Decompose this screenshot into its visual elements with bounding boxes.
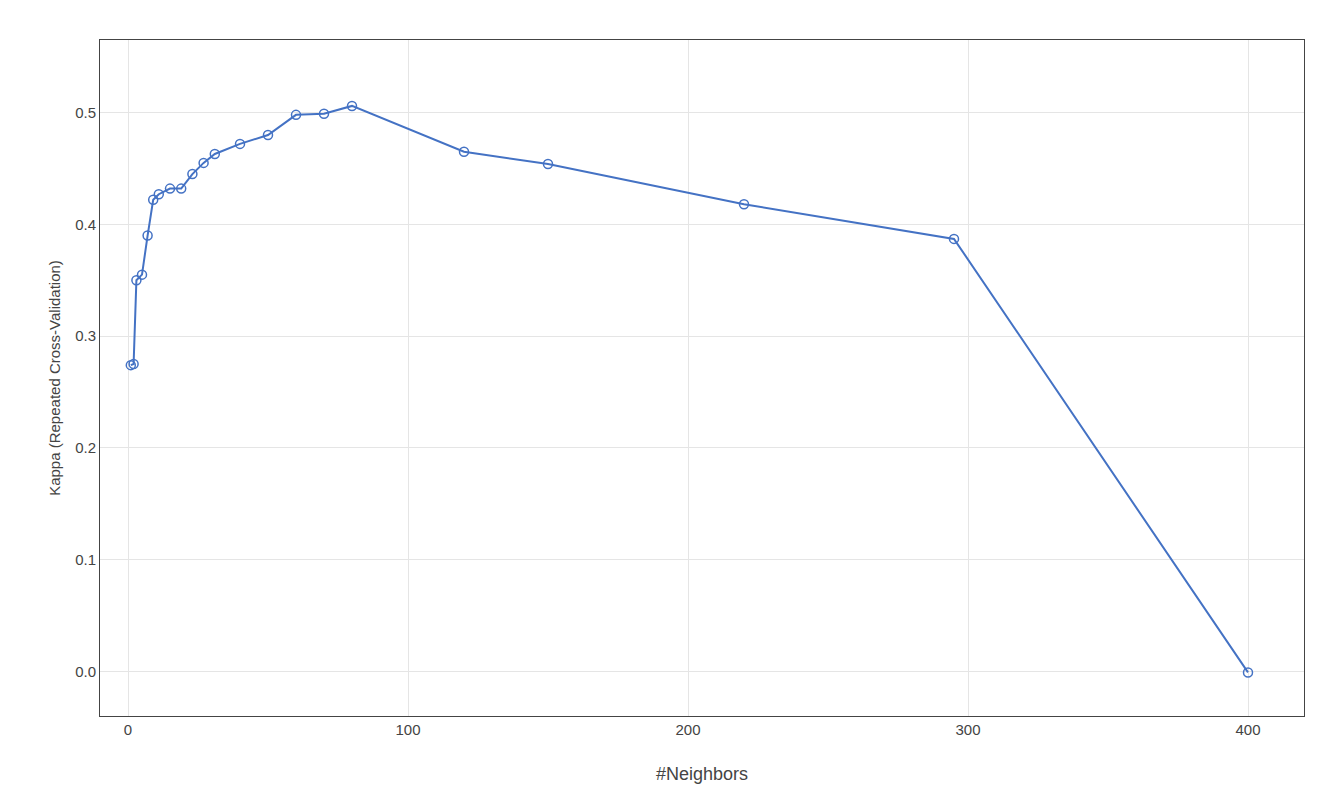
svg-text:0.1: 0.1	[75, 551, 96, 568]
svg-text:0.5: 0.5	[75, 104, 96, 121]
svg-text:0.2: 0.2	[75, 439, 96, 456]
svg-text:#Neighbors: #Neighbors	[656, 764, 748, 784]
svg-text:0.4: 0.4	[75, 216, 96, 233]
svg-text:100: 100	[395, 721, 420, 738]
svg-text:0.0: 0.0	[75, 663, 96, 680]
svg-text:400: 400	[1235, 721, 1260, 738]
svg-text:300: 300	[955, 721, 980, 738]
svg-text:0.3: 0.3	[75, 327, 96, 344]
svg-text:200: 200	[675, 721, 700, 738]
svg-text:Kappa (Repeated Cross-Validati: Kappa (Repeated Cross-Validation)	[46, 260, 63, 496]
svg-text:0: 0	[124, 721, 132, 738]
